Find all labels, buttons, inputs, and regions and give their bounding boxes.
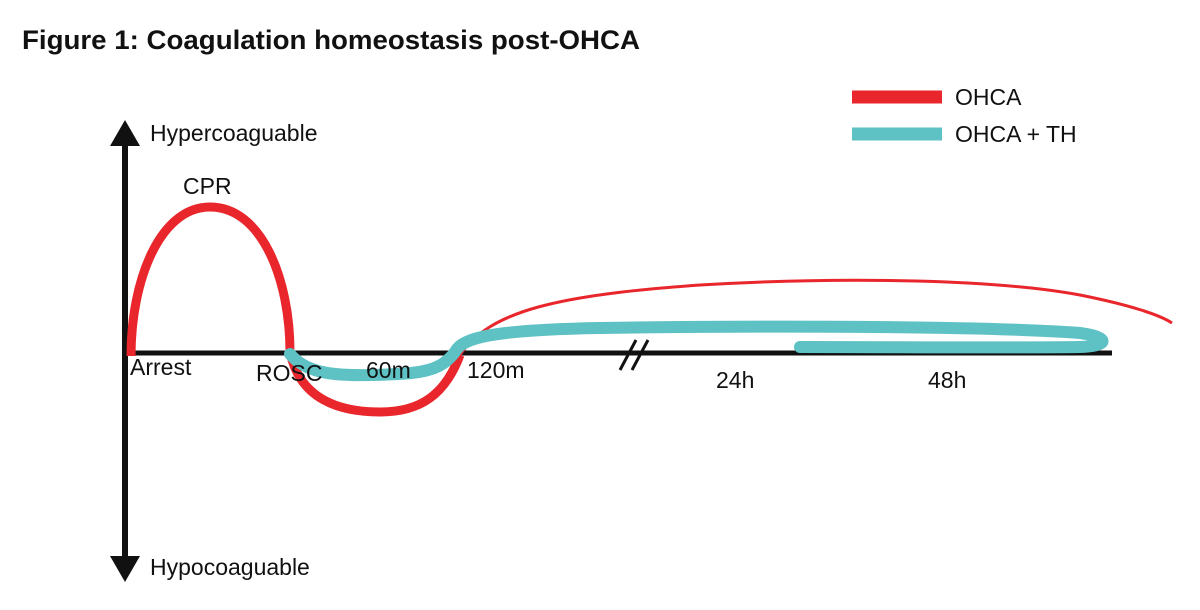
ohca-curve-late — [458, 278, 1173, 356]
axis-break — [618, 339, 638, 371]
legend-label: OHCA — [955, 84, 1022, 110]
ohca-th-curve — [284, 320, 1109, 382]
axis-bottom-label: Hypocoaguable — [150, 554, 310, 580]
ohca-curve — [126, 202, 465, 417]
legend-label: OHCA + TH — [955, 121, 1077, 147]
axis-top-label: Hypercoaguable — [150, 120, 318, 146]
timepoint: 120m — [467, 357, 525, 383]
timepoint: 24h — [716, 367, 754, 393]
timepoint: ROSC — [256, 360, 322, 386]
arrow-down — [110, 556, 140, 582]
timepoint: 48h — [928, 367, 966, 393]
arrow-up — [110, 120, 140, 146]
title: Figure 1: Coagulation homeostasis post-O… — [22, 25, 640, 55]
timepoint: 60m — [366, 357, 411, 383]
axis-break — [630, 339, 650, 371]
timepoint: Arrest — [130, 354, 192, 380]
annotation: CPR — [183, 173, 232, 199]
